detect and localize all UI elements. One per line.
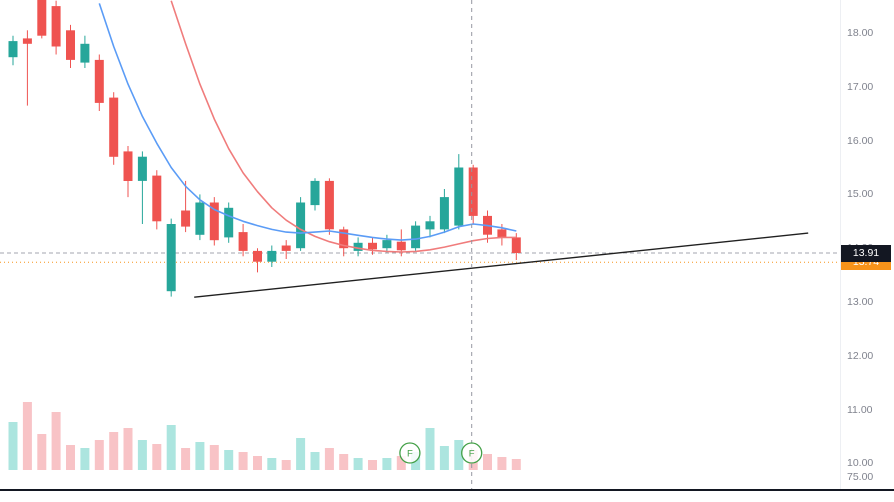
candlestick	[296, 197, 306, 251]
price-axis[interactable]: 18.0017.0016.0015.0014.0013.0012.0011.00…	[840, 0, 894, 490]
candlestick	[368, 237, 377, 255]
price-axis-tick: 17.00	[847, 80, 874, 93]
volume-bar	[238, 452, 248, 470]
candlestick	[37, 0, 47, 39]
trendline[interactable]	[194, 232, 809, 298]
candlestick	[339, 226, 349, 257]
candlestick	[439, 189, 449, 234]
volume-bar	[8, 422, 18, 470]
candlestick	[454, 154, 464, 230]
event-marker-f[interactable]: F	[461, 442, 483, 464]
volume-bar	[368, 460, 377, 470]
price-axis-tick: 10.00	[847, 457, 874, 470]
candlestick	[109, 92, 119, 165]
price-axis-tick: 16.00	[847, 134, 874, 147]
volume-bar	[497, 457, 507, 470]
candlestick	[51, 0, 61, 55]
candlestick	[152, 170, 162, 230]
candlestick	[382, 234, 392, 253]
pane-separator[interactable]	[0, 489, 894, 491]
volume-bar	[109, 432, 119, 470]
volume-bar	[51, 412, 61, 470]
candlestick	[353, 237, 363, 257]
svg-text:F: F	[469, 449, 475, 460]
price-axis-tick: 18.00	[847, 27, 874, 39]
volume-bar	[353, 458, 363, 470]
candlestick	[209, 197, 219, 246]
volume-pane-scale-label: 75.00	[847, 471, 874, 483]
candlestick	[166, 218, 176, 297]
volume-bar	[382, 458, 392, 470]
candlestick	[411, 221, 421, 251]
volume-bar	[224, 450, 234, 470]
volume-bar	[511, 459, 521, 470]
volume-bar	[324, 448, 334, 470]
candlestick	[181, 180, 191, 233]
candlestick	[22, 30, 32, 106]
candlestick	[310, 178, 320, 211]
candlestick	[195, 194, 205, 241]
candlestick	[281, 240, 291, 259]
candlestick	[66, 24, 75, 68]
ma-line-fast	[98, 3, 517, 241]
event-marker-f[interactable]: F	[399, 442, 421, 464]
last-price-badge: 13.91	[841, 244, 891, 262]
volume-bar	[209, 445, 219, 470]
volume-bar	[94, 440, 104, 470]
candlestick	[8, 35, 18, 66]
candlestick	[123, 146, 133, 198]
ma-line-slow	[170, 0, 517, 253]
volume-bar	[439, 446, 449, 470]
volume-bar	[80, 448, 90, 470]
price-axis-tick: 13.00	[847, 296, 874, 308]
price-axis-tick: 12.00	[847, 349, 874, 362]
volume-bar	[339, 454, 349, 470]
volume-bar	[22, 402, 32, 470]
volume-bar	[37, 434, 47, 470]
candlestick	[468, 164, 478, 224]
candlestick	[80, 35, 90, 68]
volume-bar	[454, 440, 464, 470]
candlestick	[425, 215, 435, 238]
volume-bar	[310, 452, 320, 470]
volume-bar	[253, 456, 262, 470]
volume-bar	[166, 425, 176, 470]
volume-bar	[123, 428, 133, 470]
volume-bar	[296, 438, 306, 470]
volume-bar	[66, 445, 75, 470]
volume-bar	[181, 448, 191, 470]
volume-bar	[137, 440, 147, 470]
price-axis-tick: 11.00	[847, 403, 873, 416]
candlestick	[224, 202, 234, 243]
volume-bar	[425, 428, 435, 470]
candlestick	[267, 245, 277, 267]
candlestick	[137, 151, 147, 224]
volume-bar	[195, 442, 205, 470]
svg-text:F: F	[407, 449, 413, 460]
candlestick	[253, 248, 262, 273]
volume-bar	[152, 444, 162, 470]
volume-bar	[281, 460, 291, 470]
candlestick	[324, 178, 334, 235]
price-axis-tick: 15.00	[847, 188, 874, 201]
volume-bar	[396, 456, 406, 470]
candlestick	[94, 54, 104, 111]
volume-bar	[267, 458, 277, 470]
volume-bar	[483, 454, 492, 470]
candlestick	[238, 224, 248, 257]
